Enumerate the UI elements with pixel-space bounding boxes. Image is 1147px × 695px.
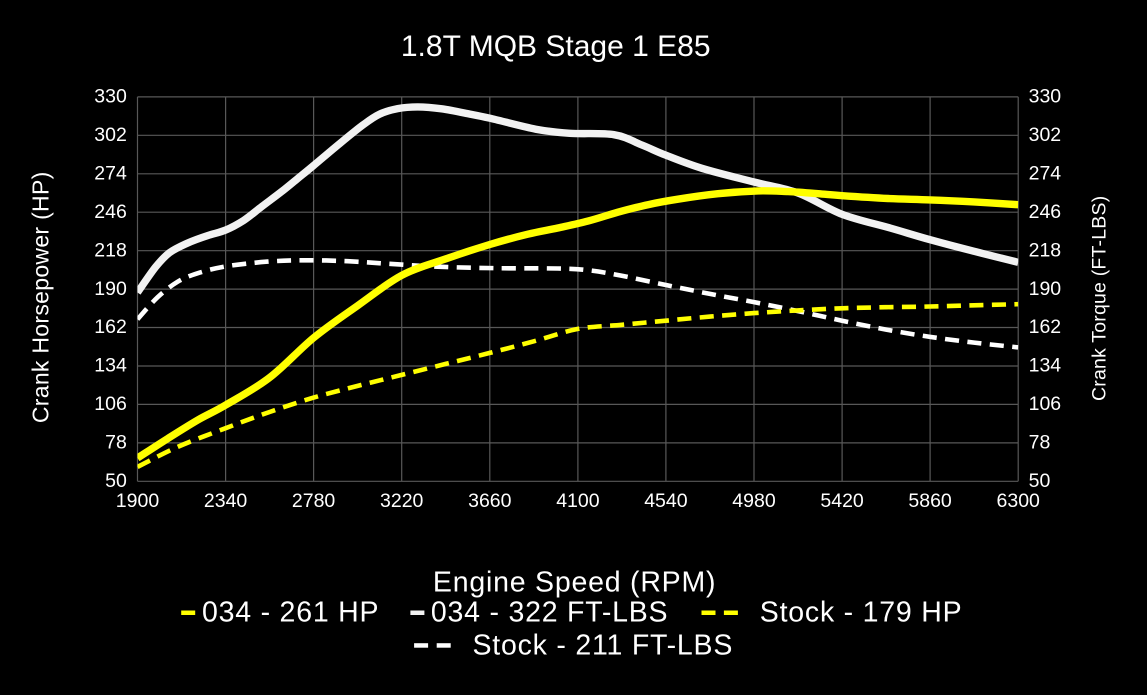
svg-text:6300: 6300 — [997, 490, 1041, 512]
svg-text:162: 162 — [1029, 316, 1062, 338]
svg-text:50: 50 — [1029, 470, 1051, 492]
svg-text:218: 218 — [94, 239, 127, 261]
svg-text:218: 218 — [1029, 239, 1062, 261]
svg-text:3660: 3660 — [468, 490, 512, 512]
svg-text:246: 246 — [1029, 201, 1062, 223]
svg-text:302: 302 — [94, 124, 127, 146]
svg-text:330: 330 — [1029, 86, 1062, 108]
svg-text:1900: 1900 — [116, 490, 160, 512]
svg-text:302: 302 — [1029, 124, 1062, 146]
svg-text:Crank Horsepower (HP): Crank Horsepower (HP) — [28, 171, 54, 423]
svg-text:78: 78 — [105, 432, 127, 454]
svg-text:4980: 4980 — [732, 490, 776, 512]
svg-text:106: 106 — [1029, 393, 1062, 415]
svg-text:190: 190 — [1029, 278, 1062, 300]
svg-text:034 - 261 HP: 034 - 261 HP — [202, 596, 379, 628]
svg-text:190: 190 — [94, 278, 127, 300]
svg-text:134: 134 — [94, 355, 127, 377]
svg-text:5860: 5860 — [908, 490, 952, 512]
svg-text:2780: 2780 — [292, 490, 336, 512]
svg-text:162: 162 — [94, 316, 127, 338]
svg-text:2340: 2340 — [204, 490, 248, 512]
svg-text:246: 246 — [94, 201, 127, 223]
svg-text:4100: 4100 — [556, 490, 600, 512]
svg-text:Stock - 179 HP: Stock - 179 HP — [760, 596, 963, 628]
svg-text:274: 274 — [1029, 163, 1062, 185]
svg-text:3220: 3220 — [380, 490, 424, 512]
svg-text:78: 78 — [1029, 432, 1051, 454]
svg-text:5420: 5420 — [820, 490, 864, 512]
svg-text:1.8T MQB Stage 1 E85: 1.8T MQB Stage 1 E85 — [401, 30, 711, 63]
svg-text:50: 50 — [105, 470, 127, 492]
svg-text:106: 106 — [94, 393, 127, 415]
svg-text:Crank Torque (FT-LBS): Crank Torque (FT-LBS) — [1089, 196, 1111, 401]
svg-text:4540: 4540 — [644, 490, 688, 512]
svg-text:134: 134 — [1029, 355, 1062, 377]
svg-text:330: 330 — [94, 86, 127, 108]
svg-text:034 - 322 FT-LBS: 034 - 322 FT-LBS — [431, 596, 668, 628]
svg-text:274: 274 — [94, 163, 127, 185]
svg-text:Engine Speed (RPM): Engine Speed (RPM) — [433, 566, 716, 598]
svg-text:Stock - 211 FT-LBS: Stock - 211 FT-LBS — [473, 630, 734, 662]
